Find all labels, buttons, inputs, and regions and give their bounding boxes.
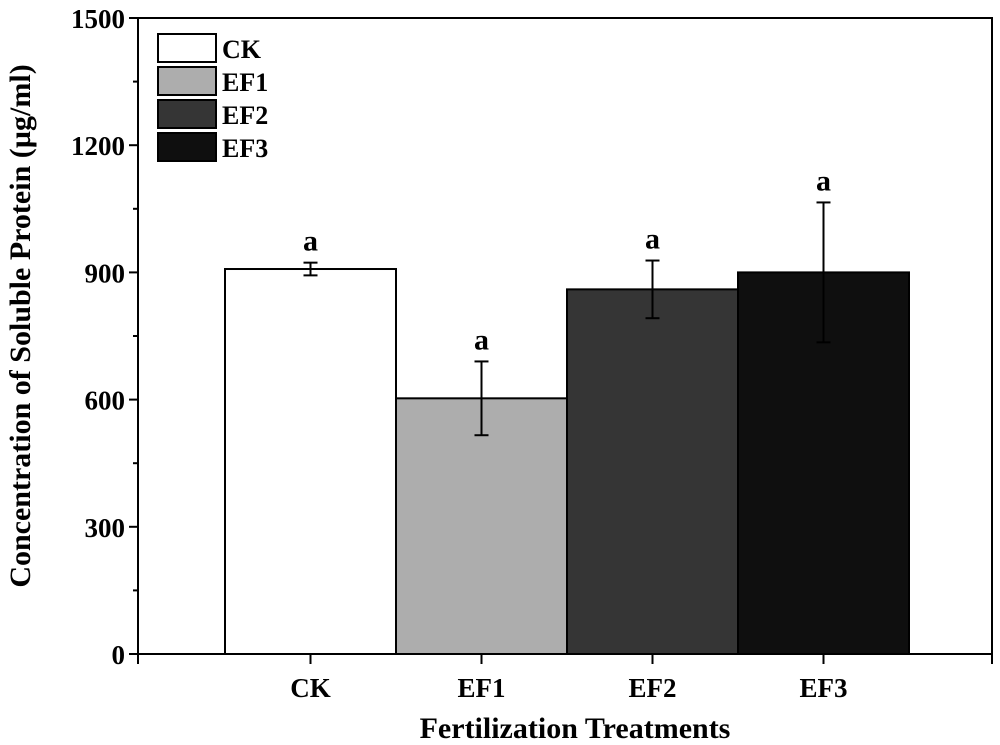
- legend-item-ef1: EF1: [157, 66, 268, 97]
- legend-label: EF3: [222, 134, 268, 163]
- legend-swatch: [157, 132, 217, 162]
- legend-swatch: [157, 66, 217, 96]
- y-tick-label: 1500: [71, 4, 125, 34]
- x-tick-label-ef1: EF1: [457, 673, 505, 703]
- y-tick-label: 0: [112, 640, 126, 670]
- significance-label-ef1: a: [474, 323, 489, 356]
- x-tick-label-ef3: EF3: [799, 673, 847, 703]
- legend-item-ef3: EF3: [157, 132, 268, 163]
- legend-label: EF1: [222, 68, 268, 97]
- bars-layer: [224, 268, 910, 655]
- y-tick-label: 300: [85, 513, 126, 543]
- significance-label-ck: a: [303, 225, 318, 258]
- significance-label-ef2: a: [645, 223, 660, 256]
- y-tick-label: 900: [85, 258, 126, 288]
- legend: CK EF1 EF2 EF3: [157, 33, 268, 163]
- error-bar-ef3: [816, 201, 831, 344]
- legend-swatch: [157, 33, 217, 63]
- y-tick-label: 600: [85, 386, 126, 416]
- y-axis: 0 300 600 900 1200 1500: [71, 4, 138, 670]
- error-bars-layer: [303, 201, 831, 437]
- legend-item-ef2: EF2: [157, 99, 268, 130]
- x-axis: CK EF1 EF2 EF3: [137, 654, 993, 703]
- legend-label: CK: [222, 35, 262, 64]
- bar-ck: [224, 268, 397, 655]
- y-axis-label: Concentration of Soluble Protein (µg/ml): [4, 64, 37, 587]
- legend-swatch: [157, 99, 217, 129]
- x-tick-label-ck: CK: [290, 673, 331, 703]
- error-bar-ef1: [474, 360, 489, 437]
- error-bar-ck: [303, 261, 318, 277]
- y-tick-label: 1200: [71, 131, 125, 161]
- significance-labels-layer: a a a a: [303, 164, 831, 356]
- error-bar-ef2: [645, 259, 660, 320]
- legend-label: EF2: [222, 101, 268, 130]
- significance-label-ef3: a: [816, 164, 831, 197]
- x-tick-label-ef2: EF2: [628, 673, 676, 703]
- bar-ef2: [566, 288, 739, 655]
- bar-ef1: [395, 397, 568, 655]
- legend-item-ck: CK: [157, 33, 262, 64]
- x-axis-label: Fertilization Treatments: [420, 712, 731, 745]
